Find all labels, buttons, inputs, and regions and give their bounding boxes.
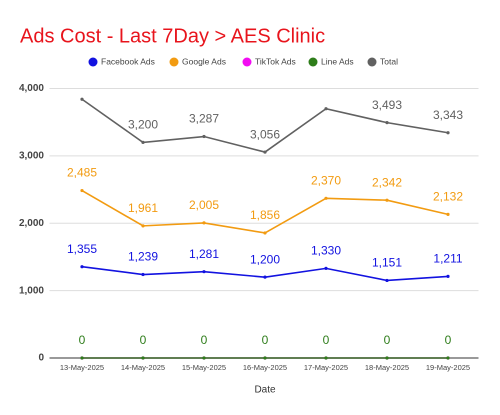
data-point [385, 356, 389, 360]
data-point [263, 356, 267, 360]
x-axis-label: Date [254, 385, 276, 396]
data-point [141, 272, 145, 277]
data-label: 2,485 [67, 166, 97, 180]
data-label: 1,856 [250, 208, 280, 222]
y-tick-label: 0 [38, 353, 44, 364]
data-point [80, 356, 84, 360]
data-point [446, 212, 450, 216]
y-tick-label: 2,000 [19, 218, 44, 229]
x-tick-label: 17-May-2025 [304, 363, 348, 372]
data-label: 3,200 [128, 118, 158, 132]
data-label: 2,005 [189, 198, 219, 212]
x-tick-label: 19-May-2025 [426, 363, 470, 372]
data-label: 0 [140, 333, 147, 347]
data-point [324, 196, 328, 200]
data-label: 0 [384, 333, 391, 347]
legend-label: Facebook Ads [101, 56, 155, 66]
data-label: 3,343 [433, 108, 463, 122]
data-point [141, 140, 145, 144]
data-label: 0 [79, 333, 86, 347]
y-tick-label: 3,000 [19, 150, 44, 161]
data-point [263, 275, 267, 279]
legend-label: Line Ads [321, 56, 354, 66]
data-label: 1,330 [311, 244, 341, 258]
data-label: 2,370 [311, 173, 341, 187]
data-point [202, 356, 206, 360]
data-point [446, 131, 450, 135]
data-point [385, 198, 389, 202]
data-point [324, 266, 328, 270]
legend-marker [169, 57, 179, 67]
data-label: 1,355 [67, 242, 97, 256]
data-label: 0 [323, 333, 330, 347]
data-label: 0 [445, 333, 452, 347]
data-point [385, 278, 389, 283]
legend-label: Total [380, 56, 398, 66]
legend-label: TikTok Ads [255, 56, 296, 66]
legend-marker [367, 57, 377, 67]
data-point [80, 265, 84, 269]
data-label: 1,961 [128, 201, 158, 215]
data-label: 1,151 [372, 256, 402, 270]
data-label: 2,342 [372, 175, 402, 189]
data-label: 0 [262, 333, 269, 347]
y-tick-label: 4,000 [19, 83, 44, 94]
x-tick-label: 18-May-2025 [365, 363, 409, 372]
data-point [263, 231, 267, 235]
x-tick-label: 14-May-2025 [121, 363, 165, 372]
data-point [446, 274, 450, 279]
data-point [385, 121, 389, 125]
data-label: 3,493 [372, 98, 402, 112]
data-label: 0 [201, 333, 208, 347]
y-tick-label: 1,000 [19, 285, 44, 296]
data-point [80, 97, 84, 101]
data-point [80, 188, 84, 193]
data-label: 1,281 [189, 247, 219, 261]
legend-marker [88, 57, 98, 67]
data-point [141, 224, 145, 228]
data-label: 1,200 [250, 252, 280, 266]
data-point [324, 356, 328, 360]
data-label: 1,211 [433, 252, 462, 266]
legend-marker [242, 57, 252, 67]
data-point [141, 356, 145, 360]
legend-label: Google Ads [182, 56, 226, 66]
data-label: 2,132 [433, 190, 463, 204]
data-label: 1,239 [128, 250, 158, 264]
data-point [263, 150, 267, 154]
x-tick-label: 16-May-2025 [243, 363, 287, 372]
data-point [324, 107, 328, 111]
legend-marker [308, 57, 318, 67]
chart-title: Ads Cost - Last 7Day > AES Clinic [20, 25, 325, 47]
data-point [202, 134, 206, 139]
data-point [202, 270, 206, 274]
data-label: 3,056 [250, 127, 280, 141]
x-tick-label: 13-May-2025 [60, 363, 104, 372]
data-point [446, 356, 450, 360]
x-tick-label: 15-May-2025 [182, 363, 226, 372]
data-label: 3,287 [189, 112, 219, 126]
data-point [202, 221, 206, 225]
